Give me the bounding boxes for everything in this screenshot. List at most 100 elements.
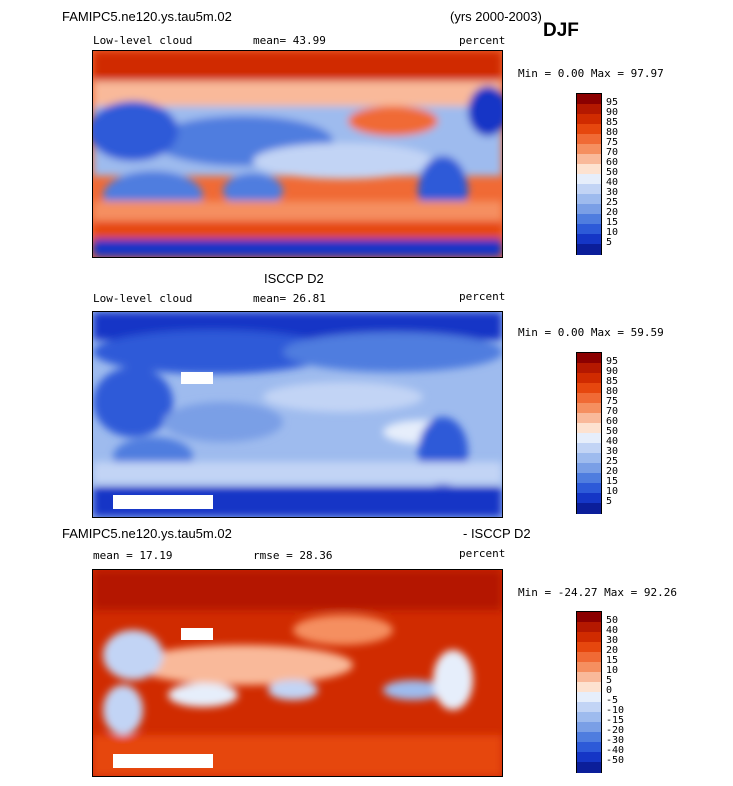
panel2-variable-label: Low-level cloud: [93, 292, 193, 305]
colorbar-tick-label: 90: [606, 366, 619, 377]
colorbar-segment: [577, 732, 601, 743]
colorbar-segment: [577, 612, 601, 623]
colorbar-tick-label: 85: [606, 117, 619, 128]
panel3-map: [92, 569, 503, 777]
panel3-rmse-label: rmse = 28.36: [253, 549, 333, 562]
colorbar-tick-label: 60: [606, 416, 619, 427]
colorbar-segment: [577, 373, 601, 384]
panel1-variable-label: Low-level cloud: [93, 34, 193, 47]
colorbar-segment: [577, 224, 601, 235]
colorbar-tick-label: 25: [606, 197, 619, 208]
panel3-minmax: Min = -24.27 Max = 92.26: [518, 586, 677, 599]
colorbar-segment: [577, 652, 601, 663]
colorbar-tick-label: 10: [606, 227, 619, 238]
colorbar-tick-label: 10: [606, 665, 619, 676]
case-name-title: FAMIPC5.ne120.ys.tau5m.02: [62, 9, 232, 24]
colorbar-tick-label: 10: [606, 486, 619, 497]
colorbar-tick-label: 15: [606, 655, 619, 666]
panel3-title-right: - ISCCP D2: [463, 526, 531, 541]
colorbar-segment: [577, 672, 601, 683]
colorbar-tick-label: -20: [606, 725, 625, 736]
colorbar-segment: [577, 363, 601, 374]
colorbar-segment: [577, 752, 601, 763]
colorbar-tick-label: 5: [606, 496, 613, 507]
panel1-map: [92, 50, 503, 258]
colorbar-tick-label: 15: [606, 476, 619, 487]
colorbar-segment: [577, 712, 601, 723]
years-label: (yrs 2000-2003): [450, 9, 542, 24]
colorbar-tick-label: 50: [606, 426, 619, 437]
colorbar-tick-label: 20: [606, 466, 619, 477]
colorbar-tick-label: 95: [606, 356, 619, 367]
panel3-title-left: FAMIPC5.ne120.ys.tau5m.02: [62, 526, 232, 541]
panel2-map-field: [93, 312, 502, 517]
panel2-minmax: Min = 0.00 Max = 59.59: [518, 326, 664, 339]
panel3-missing-data-antarctica: [113, 754, 213, 768]
panel1-colorbar: [576, 93, 602, 255]
colorbar-segment: [577, 682, 601, 693]
colorbar-segment: [577, 473, 601, 484]
colorbar-segment: [577, 433, 601, 444]
panel1-map-field: [93, 51, 502, 257]
colorbar-segment: [577, 214, 601, 225]
colorbar-tick-label: -40: [606, 745, 625, 756]
colorbar-segment: [577, 642, 601, 653]
colorbar-segment: [577, 353, 601, 364]
colorbar-segment: [577, 463, 601, 474]
colorbar-segment: [577, 393, 601, 404]
panel3-units-label: percent: [459, 547, 506, 560]
colorbar-tick-label: 40: [606, 436, 619, 447]
colorbar-tick-label: -10: [606, 705, 625, 716]
colorbar-segment: [577, 124, 601, 135]
colorbar-segment: [577, 114, 601, 125]
colorbar-segment: [577, 443, 601, 454]
colorbar-segment: [577, 234, 601, 245]
colorbar-segment: [577, 453, 601, 464]
colorbar-tick-label: 50: [606, 167, 619, 178]
panel2-colorbar: [576, 352, 602, 514]
panel2-missing-data-asia: [181, 372, 213, 384]
colorbar-tick-label: 5: [606, 237, 613, 248]
colorbar-tick-label: 15: [606, 217, 619, 228]
colorbar-segment: [577, 403, 601, 414]
panel3-mean-label: mean = 17.19: [93, 549, 173, 562]
colorbar-tick-label: 25: [606, 456, 619, 467]
colorbar-tick-label: 0: [606, 685, 613, 696]
colorbar-segment: [577, 383, 601, 394]
colorbar-tick-label: 70: [606, 147, 619, 158]
colorbar-tick-label: -5: [606, 695, 619, 706]
colorbar-tick-label: 75: [606, 396, 619, 407]
panel3-missing-data-asia: [181, 628, 213, 640]
colorbar-segment: [577, 154, 601, 165]
colorbar-tick-label: 30: [606, 635, 619, 646]
colorbar-tick-label: 5: [606, 675, 613, 686]
panel2-units-label: percent: [459, 290, 506, 303]
colorbar-tick-label: -15: [606, 715, 625, 726]
colorbar-segment: [577, 194, 601, 205]
panel2-mean-label: mean= 26.81: [253, 292, 326, 305]
panel3-map-field: [93, 570, 502, 776]
colorbar-segment: [577, 423, 601, 434]
colorbar-segment: [577, 144, 601, 155]
colorbar-segment: [577, 174, 601, 185]
colorbar-segment: [577, 503, 601, 514]
colorbar-tick-label: 70: [606, 406, 619, 417]
colorbar-segment: [577, 413, 601, 424]
colorbar-tick-label: -30: [606, 735, 625, 746]
colorbar-segment: [577, 493, 601, 504]
colorbar-segment: [577, 702, 601, 713]
colorbar-segment: [577, 742, 601, 753]
colorbar-segment: [577, 164, 601, 175]
colorbar-segment: [577, 622, 601, 633]
colorbar-tick-label: 40: [606, 625, 619, 636]
panel2-map: [92, 311, 503, 518]
panel1-mean-label: mean= 43.99: [253, 34, 326, 47]
colorbar-tick-label: 60: [606, 157, 619, 168]
colorbar-segment: [577, 662, 601, 673]
colorbar-segment: [577, 104, 601, 115]
colorbar-tick-label: 80: [606, 127, 619, 138]
panel3-colorbar: [576, 611, 602, 773]
season-label: DJF: [543, 20, 579, 41]
colorbar-tick-label: 20: [606, 645, 619, 656]
colorbar-tick-label: 80: [606, 386, 619, 397]
